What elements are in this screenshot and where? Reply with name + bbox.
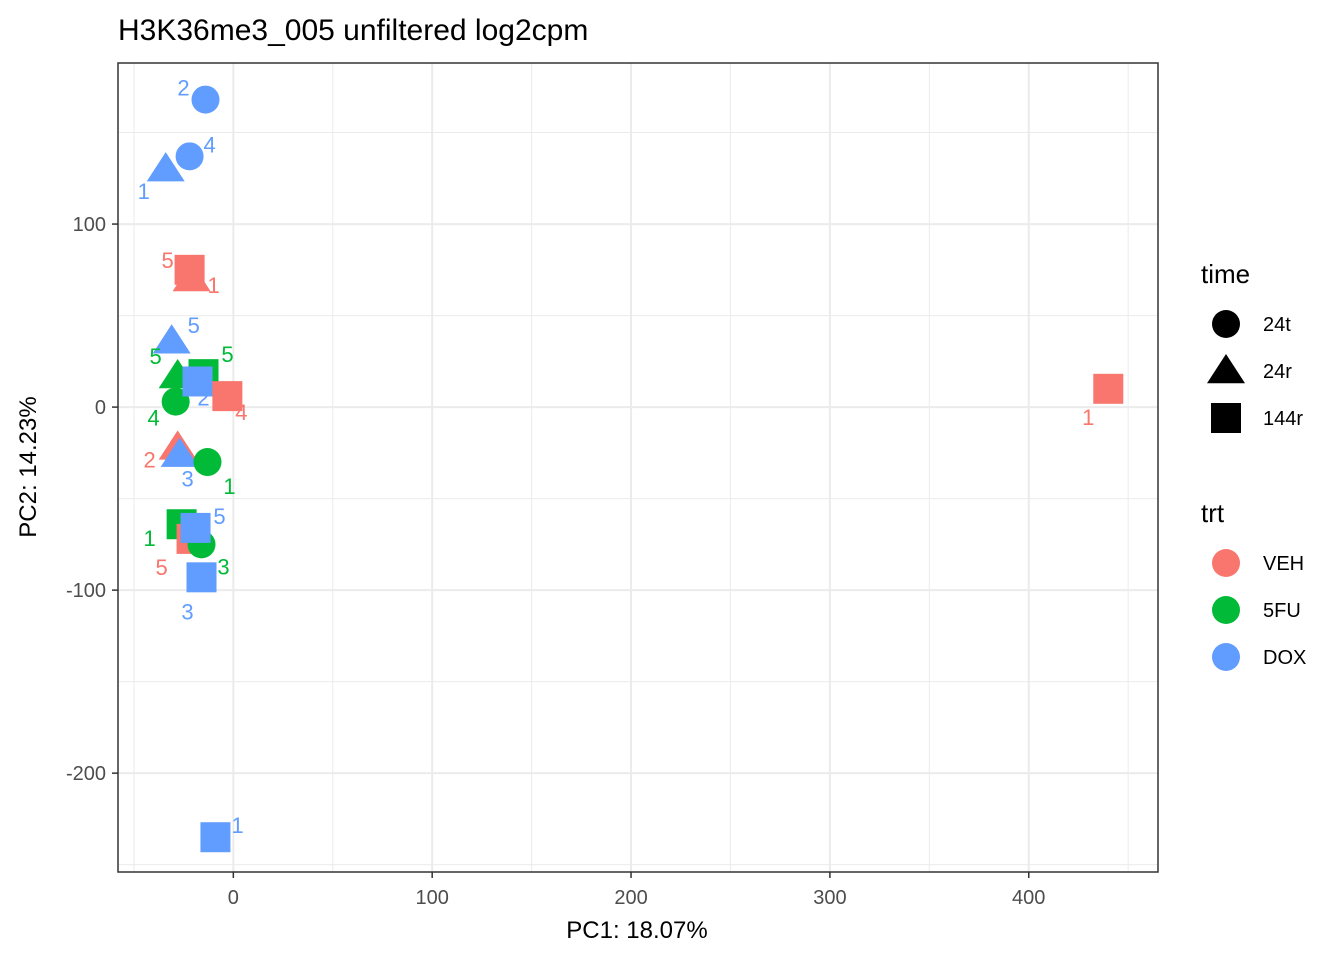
- point-square: [200, 822, 231, 853]
- point-circle: [1212, 310, 1240, 338]
- legend-title-trt: trt: [1201, 498, 1225, 528]
- point-circle: [1212, 596, 1240, 624]
- point-label: 5: [221, 342, 233, 367]
- point-label: 1: [207, 273, 219, 298]
- point-label: 1: [231, 813, 243, 838]
- point-label: 5: [188, 313, 200, 338]
- y-tick-label: 0: [95, 397, 106, 419]
- legend: time 24t 24r 144r trt VEH 5FU DOX: [1201, 259, 1306, 671]
- point-label: 5: [161, 248, 173, 273]
- point-label: 4: [148, 406, 160, 431]
- x-tick-label: 400: [1012, 887, 1045, 909]
- point-circle: [193, 448, 222, 477]
- point-circle: [175, 142, 204, 171]
- point-label: 2: [177, 76, 189, 101]
- point-square: [1211, 403, 1241, 433]
- point-square: [1093, 373, 1124, 404]
- point-square: [212, 381, 243, 412]
- chart-title: H3K36me3_005 unfiltered log2cpm: [118, 14, 588, 47]
- legend-label: 24r: [1263, 361, 1292, 383]
- point-label: 3: [182, 467, 194, 492]
- point-triangle: [152, 324, 191, 354]
- legend-label: 24t: [1263, 314, 1291, 336]
- point-triangle: [146, 152, 185, 182]
- point-triangle: [172, 261, 211, 292]
- grid: [118, 63, 1158, 872]
- point-label: 1: [223, 474, 235, 499]
- point-circle: [1212, 643, 1240, 671]
- plot-panel-border: [117, 62, 1159, 873]
- point-label: 1: [1082, 405, 1094, 430]
- y-tick-label: -200: [66, 763, 106, 785]
- point-label: 1: [138, 179, 150, 204]
- point-label: 1: [144, 526, 156, 551]
- point-square: [186, 562, 217, 593]
- legend-label: DOX: [1263, 647, 1306, 669]
- point-square: [182, 366, 213, 397]
- legend-title-time: time: [1201, 259, 1250, 289]
- legend-label: 144r: [1263, 408, 1303, 430]
- point-label: 4: [203, 132, 215, 157]
- point-label: 5: [150, 344, 162, 369]
- legend-label: VEH: [1263, 553, 1304, 575]
- point-label: 2: [144, 447, 156, 472]
- data-points: [146, 85, 1124, 853]
- point-label: 5: [213, 504, 225, 529]
- point-circle: [191, 85, 220, 114]
- axis-ticks: 0 100 200 300 400 -200 -100 0 100: [66, 214, 1045, 909]
- point-label: 2: [197, 385, 209, 410]
- point-label: 5: [155, 555, 167, 580]
- point-label: 3: [181, 599, 193, 624]
- x-tick-label: 100: [415, 887, 448, 909]
- y-tick-label: 100: [73, 214, 106, 236]
- y-axis-title: PC2: 14.23%: [15, 396, 42, 537]
- legend-label: 5FU: [1263, 600, 1301, 622]
- x-tick-label: 0: [228, 887, 239, 909]
- point-label: 3: [217, 554, 229, 579]
- point-label: 4: [235, 400, 247, 425]
- point-triangle: [1207, 354, 1245, 384]
- x-tick-label: 200: [614, 887, 647, 909]
- point-square: [180, 512, 211, 543]
- x-axis-title: PC1: 18.07%: [566, 917, 707, 944]
- y-tick-label: -100: [66, 580, 106, 602]
- point-triangle: [160, 437, 199, 467]
- x-tick-label: 300: [813, 887, 846, 909]
- point-circle: [1212, 549, 1240, 577]
